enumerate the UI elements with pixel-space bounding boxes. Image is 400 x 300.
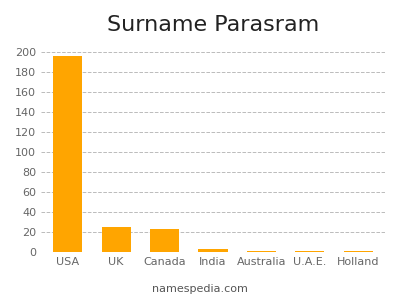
Bar bbox=[102, 227, 131, 252]
Title: Surname Parasram: Surname Parasram bbox=[107, 15, 319, 35]
Bar bbox=[344, 251, 373, 252]
Bar bbox=[198, 249, 228, 252]
Bar bbox=[150, 229, 179, 252]
Bar bbox=[295, 251, 324, 252]
Bar bbox=[247, 251, 276, 252]
Text: namespedia.com: namespedia.com bbox=[152, 284, 248, 294]
Bar bbox=[53, 56, 82, 252]
